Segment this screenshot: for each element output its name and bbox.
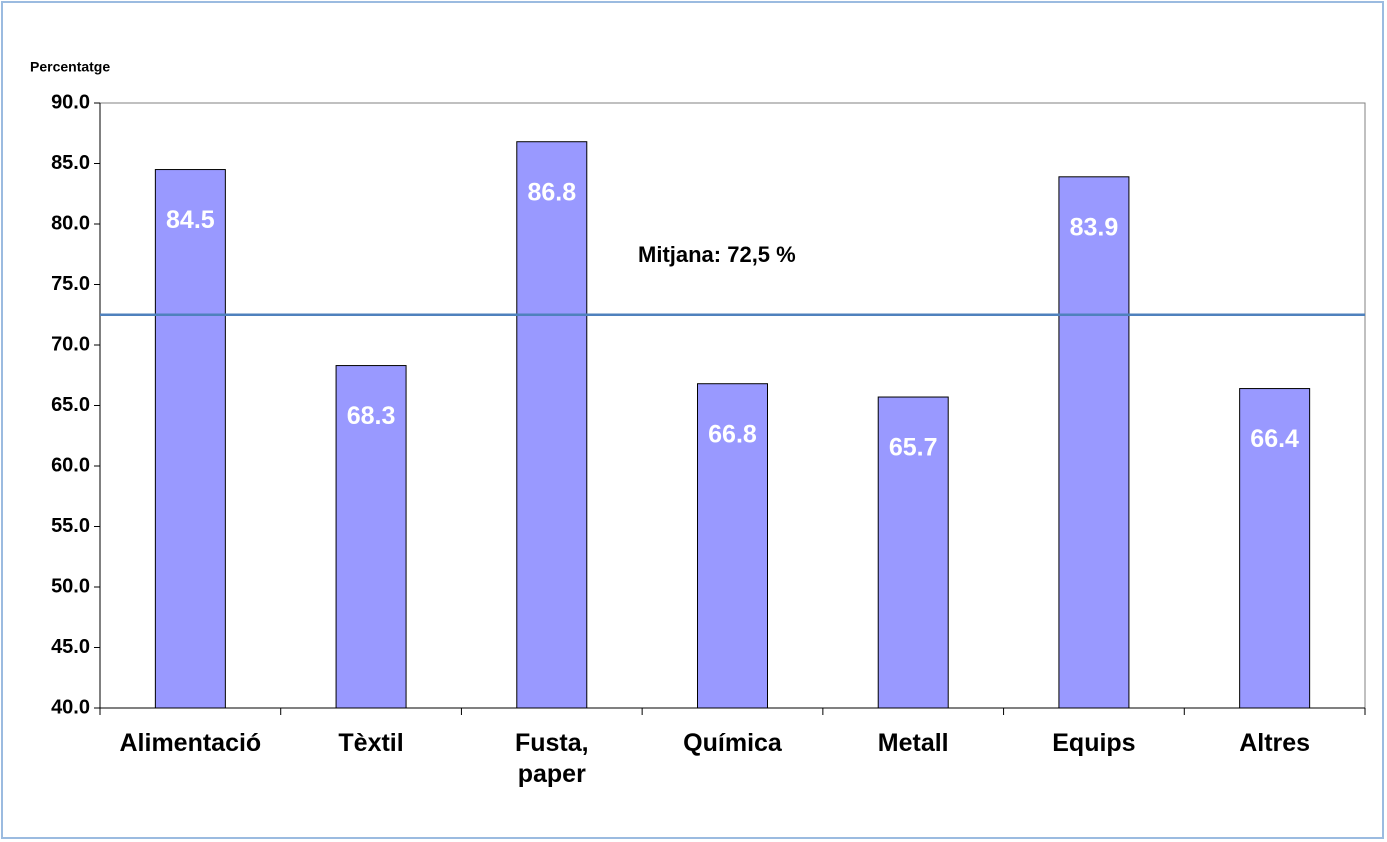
y-tick-label: 80.0 xyxy=(51,212,90,234)
x-tick-label-text: Metall xyxy=(877,729,949,757)
x-tick-label-text: Química xyxy=(683,729,782,757)
y-tick-label: 55.0 xyxy=(51,515,90,537)
y-tick-label: 50.0 xyxy=(51,575,90,597)
x-tick-label: Tèxtil xyxy=(311,728,431,759)
mean-label: Mitjana: 72,5 % xyxy=(638,242,796,267)
bar xyxy=(516,141,588,709)
y-tick-label: 75.0 xyxy=(51,273,90,295)
x-tick-label: Metall xyxy=(853,728,973,759)
bar xyxy=(154,169,226,709)
y-tick-label: 90.0 xyxy=(51,91,90,113)
value-label: 84.5 xyxy=(166,206,215,234)
x-tick-label: Química xyxy=(673,728,793,759)
x-tick-label-text: Tèxtil xyxy=(338,729,404,757)
bar xyxy=(1239,388,1311,709)
value-label: 68.3 xyxy=(347,402,396,430)
y-tick-label: 65.0 xyxy=(51,394,90,416)
value-label: 66.8 xyxy=(708,420,757,448)
x-tick-label-text: Fusta, paper xyxy=(514,729,589,788)
y-tick-label: 85.0 xyxy=(51,152,90,174)
value-label: 66.4 xyxy=(1250,425,1299,453)
x-tick-label-text: Equips xyxy=(1052,729,1136,757)
x-tick-label: Alimentació xyxy=(120,728,262,759)
y-tick-label: 70.0 xyxy=(51,333,90,355)
x-tick-label-text: Altres xyxy=(1239,729,1311,757)
bar xyxy=(697,383,768,709)
y-axis-label: Percentatge xyxy=(30,59,110,75)
bar xyxy=(877,396,949,709)
value-label: 86.8 xyxy=(527,178,576,206)
x-tick-label: Equips xyxy=(1034,728,1154,759)
x-tick-label: Altres xyxy=(1215,728,1335,759)
value-label: 65.7 xyxy=(889,434,938,462)
bar xyxy=(1058,176,1130,709)
bar xyxy=(335,365,407,709)
y-tick-label: 60.0 xyxy=(51,454,90,476)
x-tick-label-text: Alimentació xyxy=(119,729,262,757)
y-tick-label: 40.0 xyxy=(51,696,90,718)
x-tick-label: Fusta, paper xyxy=(492,728,612,790)
y-tick-label: 45.0 xyxy=(51,636,90,658)
value-label: 83.9 xyxy=(1070,213,1119,241)
